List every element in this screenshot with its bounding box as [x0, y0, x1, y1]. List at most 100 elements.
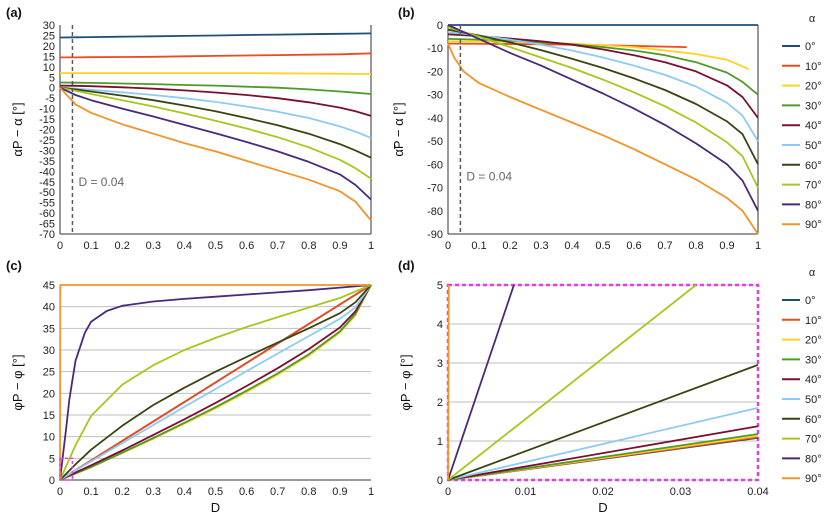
legend-label-alpha-40: 40°	[805, 120, 822, 132]
legend-bottom: α 0° 10° 20° 30° 40° 50° 60° 70° 80° 90°	[782, 267, 822, 485]
y-tick-label: 30	[43, 20, 55, 32]
x-tick-label: 1	[368, 240, 374, 252]
y-tick-label: 25	[43, 30, 55, 42]
panel-label: (c)	[6, 258, 22, 273]
y-axis-title: φP − φ [°]	[10, 354, 25, 410]
x-tick-label: 0.7	[657, 240, 672, 252]
series-line-alpha-80	[59, 284, 372, 481]
series-line-alpha-60	[59, 86, 372, 159]
x-tick-label: 1	[755, 240, 761, 252]
y-tick-label: -5	[45, 93, 55, 105]
x-tick-label: 0.7	[270, 486, 285, 498]
y-tick-label: 10	[43, 62, 55, 74]
y-tick-label: 5	[49, 453, 55, 465]
series-line-alpha-50	[59, 86, 372, 139]
panel-a: (a)302520151050-5-10-15-20-25-30-35-40-4…	[6, 5, 374, 252]
y-tick-label: 20	[43, 41, 55, 53]
panel-label: (d)	[398, 258, 415, 273]
series-line-alpha-40	[59, 84, 372, 117]
panel-d: (d) 5 4 3 2 1 00 0.01 0.02 0.03 0.04 φP − φ [°] D	[398, 258, 769, 515]
y-tick-label: 45	[43, 280, 55, 292]
legend-label-alpha-0: 0°	[805, 295, 816, 307]
x-tick-label: 1	[368, 486, 374, 498]
legend-label-alpha-90: 90°	[805, 219, 822, 231]
y-tick-label: 5	[437, 280, 443, 292]
legend-label-alpha-90: 90°	[805, 473, 822, 485]
series-line-alpha-80	[447, 24, 759, 212]
legend-label-alpha-60: 60°	[805, 414, 822, 426]
legend-label-alpha-70: 70°	[805, 180, 822, 192]
x-tick-label: 0.4	[177, 486, 192, 498]
y-tick-label: -70	[427, 183, 443, 195]
y-tick-label: 1	[437, 436, 443, 448]
series-line-alpha-70	[59, 86, 372, 180]
x-tick-label: 0.9	[332, 486, 347, 498]
y-tick-label: -55	[39, 198, 55, 210]
x-tick-label: 0.03	[670, 486, 691, 498]
x-tick-label: 0.7	[270, 240, 285, 252]
legend-label-alpha-60: 60°	[805, 160, 822, 172]
x-tick-label: 0.01	[515, 486, 536, 498]
y-tick-label: 4	[437, 319, 443, 331]
x-tick-label: 0	[57, 486, 63, 498]
y-tick-label: -30	[39, 145, 55, 157]
y-tick-label: 0	[437, 475, 443, 487]
series-line-alpha-90	[447, 43, 759, 235]
y-tick-label: -20	[427, 66, 443, 78]
series-line-alpha-0	[59, 32, 372, 39]
x-tick-label: 0.2	[115, 486, 130, 498]
x-tick-label: 0.1	[83, 486, 98, 498]
legend-label-alpha-30: 30°	[805, 100, 822, 112]
legend-label-alpha-10: 10°	[805, 61, 822, 73]
series-line-alpha-90	[59, 87, 372, 221]
y-tick-label: -35	[39, 156, 55, 168]
y-tick-label: -60	[427, 159, 443, 171]
series-line-alpha-60	[59, 284, 372, 481]
y-tick-label: -25	[39, 135, 55, 147]
y-tick-label: 0	[437, 20, 443, 32]
x-tick-label: 0.8	[301, 486, 316, 498]
x-tick-label: 0.4	[564, 240, 579, 252]
y-tick-label: -45	[39, 177, 55, 189]
y-axis-title: αP − α [°]	[10, 102, 25, 156]
y-tick-label: -30	[427, 90, 443, 102]
panel-b: (b)0-10-20-30-40-50-60-70-80-900 0.1 0.2 0.…	[391, 5, 761, 252]
y-tick-label: -40	[39, 166, 55, 178]
y-tick-label: 35	[43, 323, 55, 335]
panel-label: (b)	[398, 5, 415, 20]
series-line-alpha-60	[447, 28, 759, 165]
series-group	[447, 24, 759, 235]
y-tick-label: -20	[39, 125, 55, 137]
y-tick-label: 0	[49, 475, 55, 487]
y-tick-label: -50	[39, 187, 55, 199]
d-annotation: D = 0.04	[78, 175, 124, 189]
x-tick-label: 0.5	[208, 240, 223, 252]
panel-c: (c) 45 40 35 30 25 20 15 10 5 00 0.1 0.2 0.3 0.4 0.5 0.6…	[6, 258, 374, 515]
series-group	[447, 284, 759, 481]
series-line-alpha-50	[447, 407, 759, 481]
y-tick-label: -70	[39, 229, 55, 241]
series-line-alpha-40	[447, 425, 759, 481]
legend-label-alpha-40: 40°	[805, 374, 822, 386]
y-tick-label: -90	[427, 229, 443, 241]
y-axis-title: φP − φ [°]	[398, 354, 413, 410]
legend-label-alpha-20: 20°	[805, 81, 822, 93]
x-tick-label: 0.6	[239, 486, 254, 498]
y-tick-label: 40	[43, 302, 55, 314]
x-tick-label: 0.02	[592, 486, 613, 498]
y-tick-label: 15	[43, 51, 55, 63]
legend-label-alpha-80: 80°	[805, 453, 822, 465]
legend-label-alpha-10: 10°	[805, 315, 822, 327]
series-line-alpha-30	[59, 81, 372, 95]
series-line-alpha-90	[447, 284, 450, 481]
series-line-alpha-70	[59, 284, 372, 481]
x-tick-label: 0.9	[719, 240, 734, 252]
legend-title: α	[809, 13, 816, 25]
y-tick-label: -50	[427, 136, 443, 148]
series-line-alpha-30	[447, 433, 759, 481]
x-tick-label: 0.8	[688, 240, 703, 252]
legend-label-alpha-20: 20°	[805, 335, 822, 347]
legend-label-alpha-50: 50°	[805, 394, 822, 406]
series-line-alpha-10	[60, 52, 372, 59]
